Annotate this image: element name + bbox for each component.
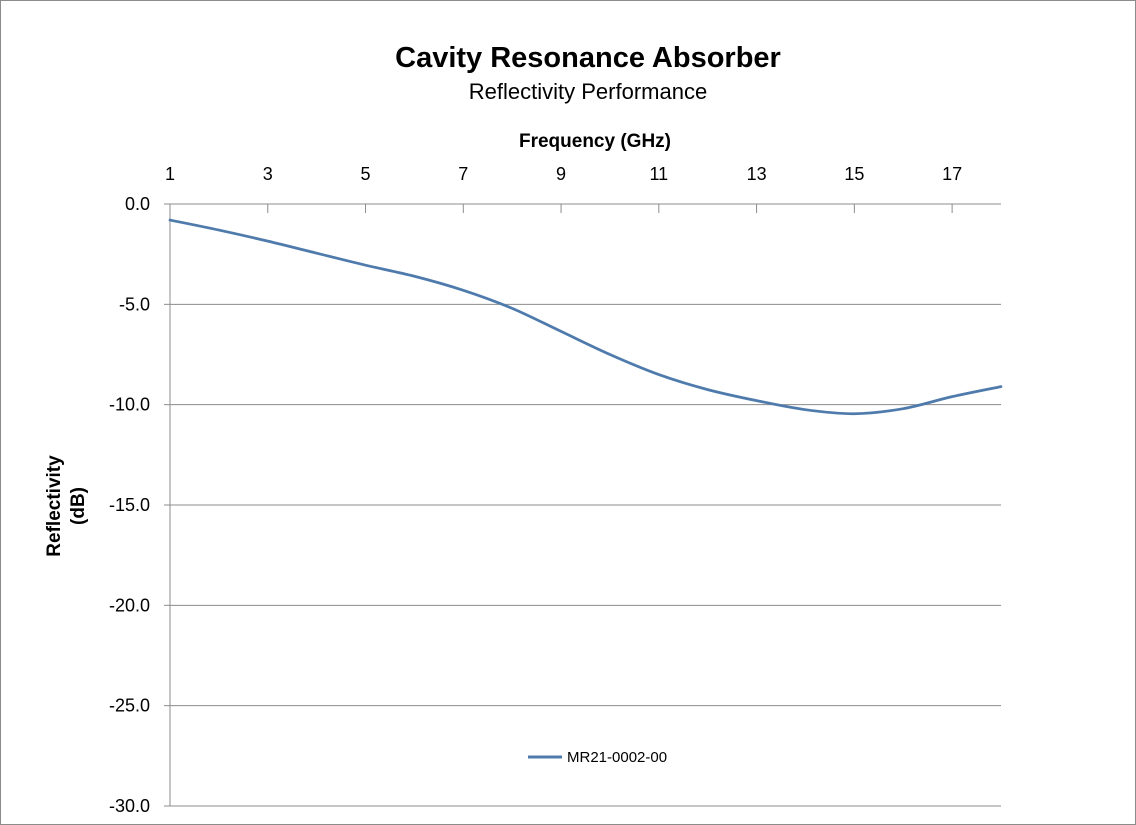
chart-title: Cavity Resonance Absorber [395,42,781,74]
legend-label: MR21-0002-00 [567,749,667,766]
series-lines [168,218,1003,416]
x-tick-label: 11 [649,164,668,184]
x-tick-label: 1 [165,164,175,184]
y-axis-title-line-1: Reflectivity [44,455,65,557]
y-tick-label: -30.0 [109,796,150,816]
y-tick-label: -5.0 [119,294,150,314]
y-tick-label: -25.0 [109,696,150,716]
legend: MR21-0002-00 [528,749,667,766]
x-tick-label: 9 [556,164,566,184]
x-tick-label: 15 [844,164,864,184]
x-tick-label: 17 [942,164,962,184]
axes [164,203,1001,807]
x-tick-label: 7 [458,164,468,184]
gridlines [170,303,1001,807]
x-tick-label: 3 [263,164,273,184]
y-tick-label: 0.0 [125,194,150,214]
y-tick-label: -20.0 [109,595,150,615]
x-tick-label: 5 [361,164,371,184]
x-tick-label: 13 [747,164,767,184]
y-axis-title-line-2: (dB) [68,487,89,525]
series-line-0 [168,218,1003,416]
y-axis-title: Reflectivity (dB) [44,455,89,557]
chart-subtitle: Reflectivity Performance [469,79,707,104]
x-axis-title: Frequency (GHz) [519,131,671,152]
y-tick-label: -15.0 [109,495,150,515]
tick-labels: 1 3 5 7 9 11 13 15 170.0-5.0-10.0-15.0-20.0-25.0… [109,164,962,816]
y-tick-label: -10.0 [109,395,150,415]
